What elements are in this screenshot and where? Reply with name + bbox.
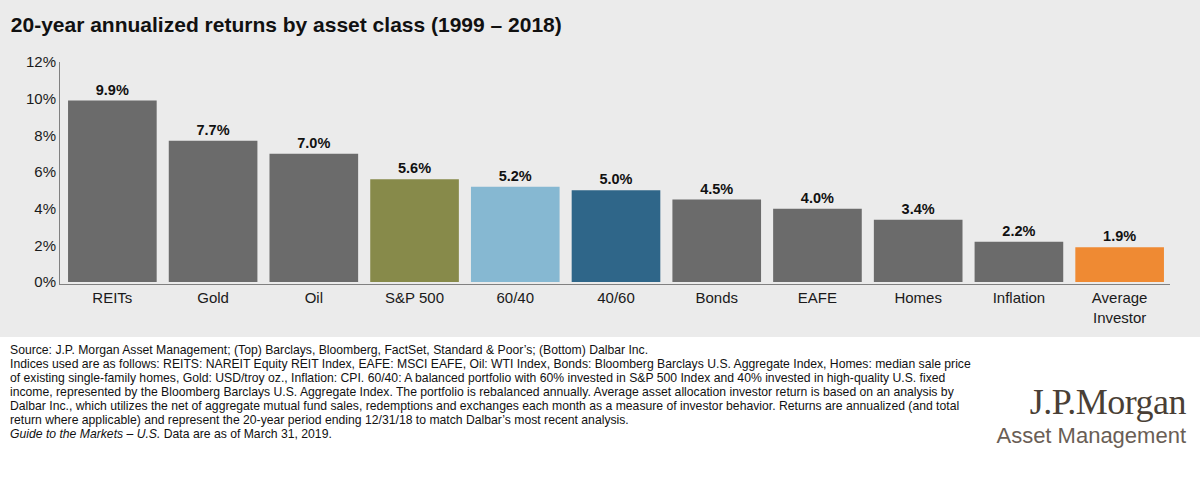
svg-text:10%: 10% bbox=[26, 90, 56, 107]
svg-text:4.5%: 4.5% bbox=[700, 181, 733, 197]
svg-text:6%: 6% bbox=[34, 163, 56, 180]
svg-text:20-year annualized returns by: 20-year annualized returns by asset clas… bbox=[11, 13, 562, 36]
svg-text:2.2%: 2.2% bbox=[1002, 223, 1035, 239]
svg-text:EAFE: EAFE bbox=[798, 289, 837, 306]
svg-text:8%: 8% bbox=[34, 127, 56, 144]
svg-text:5.0%: 5.0% bbox=[599, 171, 632, 187]
svg-text:12%: 12% bbox=[26, 53, 56, 70]
html-text:Asset Management: Asset Management bbox=[996, 423, 1186, 448]
svg-text:4.0%: 4.0% bbox=[801, 190, 834, 206]
svg-text:5.2%: 5.2% bbox=[499, 168, 532, 184]
svg-text:40/60: 40/60 bbox=[597, 289, 635, 306]
svg-text:9.9%: 9.9% bbox=[96, 82, 129, 98]
svg-text:AverageInvestor: AverageInvestor bbox=[1092, 289, 1148, 326]
svg-text:Bonds: Bonds bbox=[695, 289, 738, 306]
svg-text:4%: 4% bbox=[34, 200, 56, 217]
svg-text:Gold: Gold bbox=[197, 289, 229, 306]
svg-text:Oil: Oil bbox=[305, 289, 323, 306]
svg-text:Inflation: Inflation bbox=[993, 289, 1046, 306]
svg-text:3.4%: 3.4% bbox=[902, 201, 935, 217]
svg-text:1.9%: 1.9% bbox=[1103, 228, 1136, 244]
html-text:Guide to the Markets – U.S. Da: Guide to the Markets – U.S. Data are as … bbox=[10, 427, 332, 441]
svg-text:REITs: REITs bbox=[92, 289, 132, 306]
svg-text:2%: 2% bbox=[34, 237, 56, 254]
html-text:Indices used are as follows: R: Indices used are as follows: REITS: NARE… bbox=[10, 357, 971, 427]
svg-text:Homes: Homes bbox=[894, 289, 942, 306]
svg-text:0%: 0% bbox=[34, 273, 56, 290]
svg-text:7.0%: 7.0% bbox=[297, 135, 330, 151]
svg-text:60/40: 60/40 bbox=[496, 289, 534, 306]
svg-text:7.7%: 7.7% bbox=[197, 122, 230, 138]
svg-text:S&P 500: S&P 500 bbox=[385, 289, 444, 306]
html-text:Source: J.P. Morgan Asset Mana: Source: J.P. Morgan Asset Management; (T… bbox=[10, 343, 649, 357]
html-text:J.P.Morgan: J.P.Morgan bbox=[1029, 382, 1186, 422]
svg-text:5.6%: 5.6% bbox=[398, 160, 431, 176]
